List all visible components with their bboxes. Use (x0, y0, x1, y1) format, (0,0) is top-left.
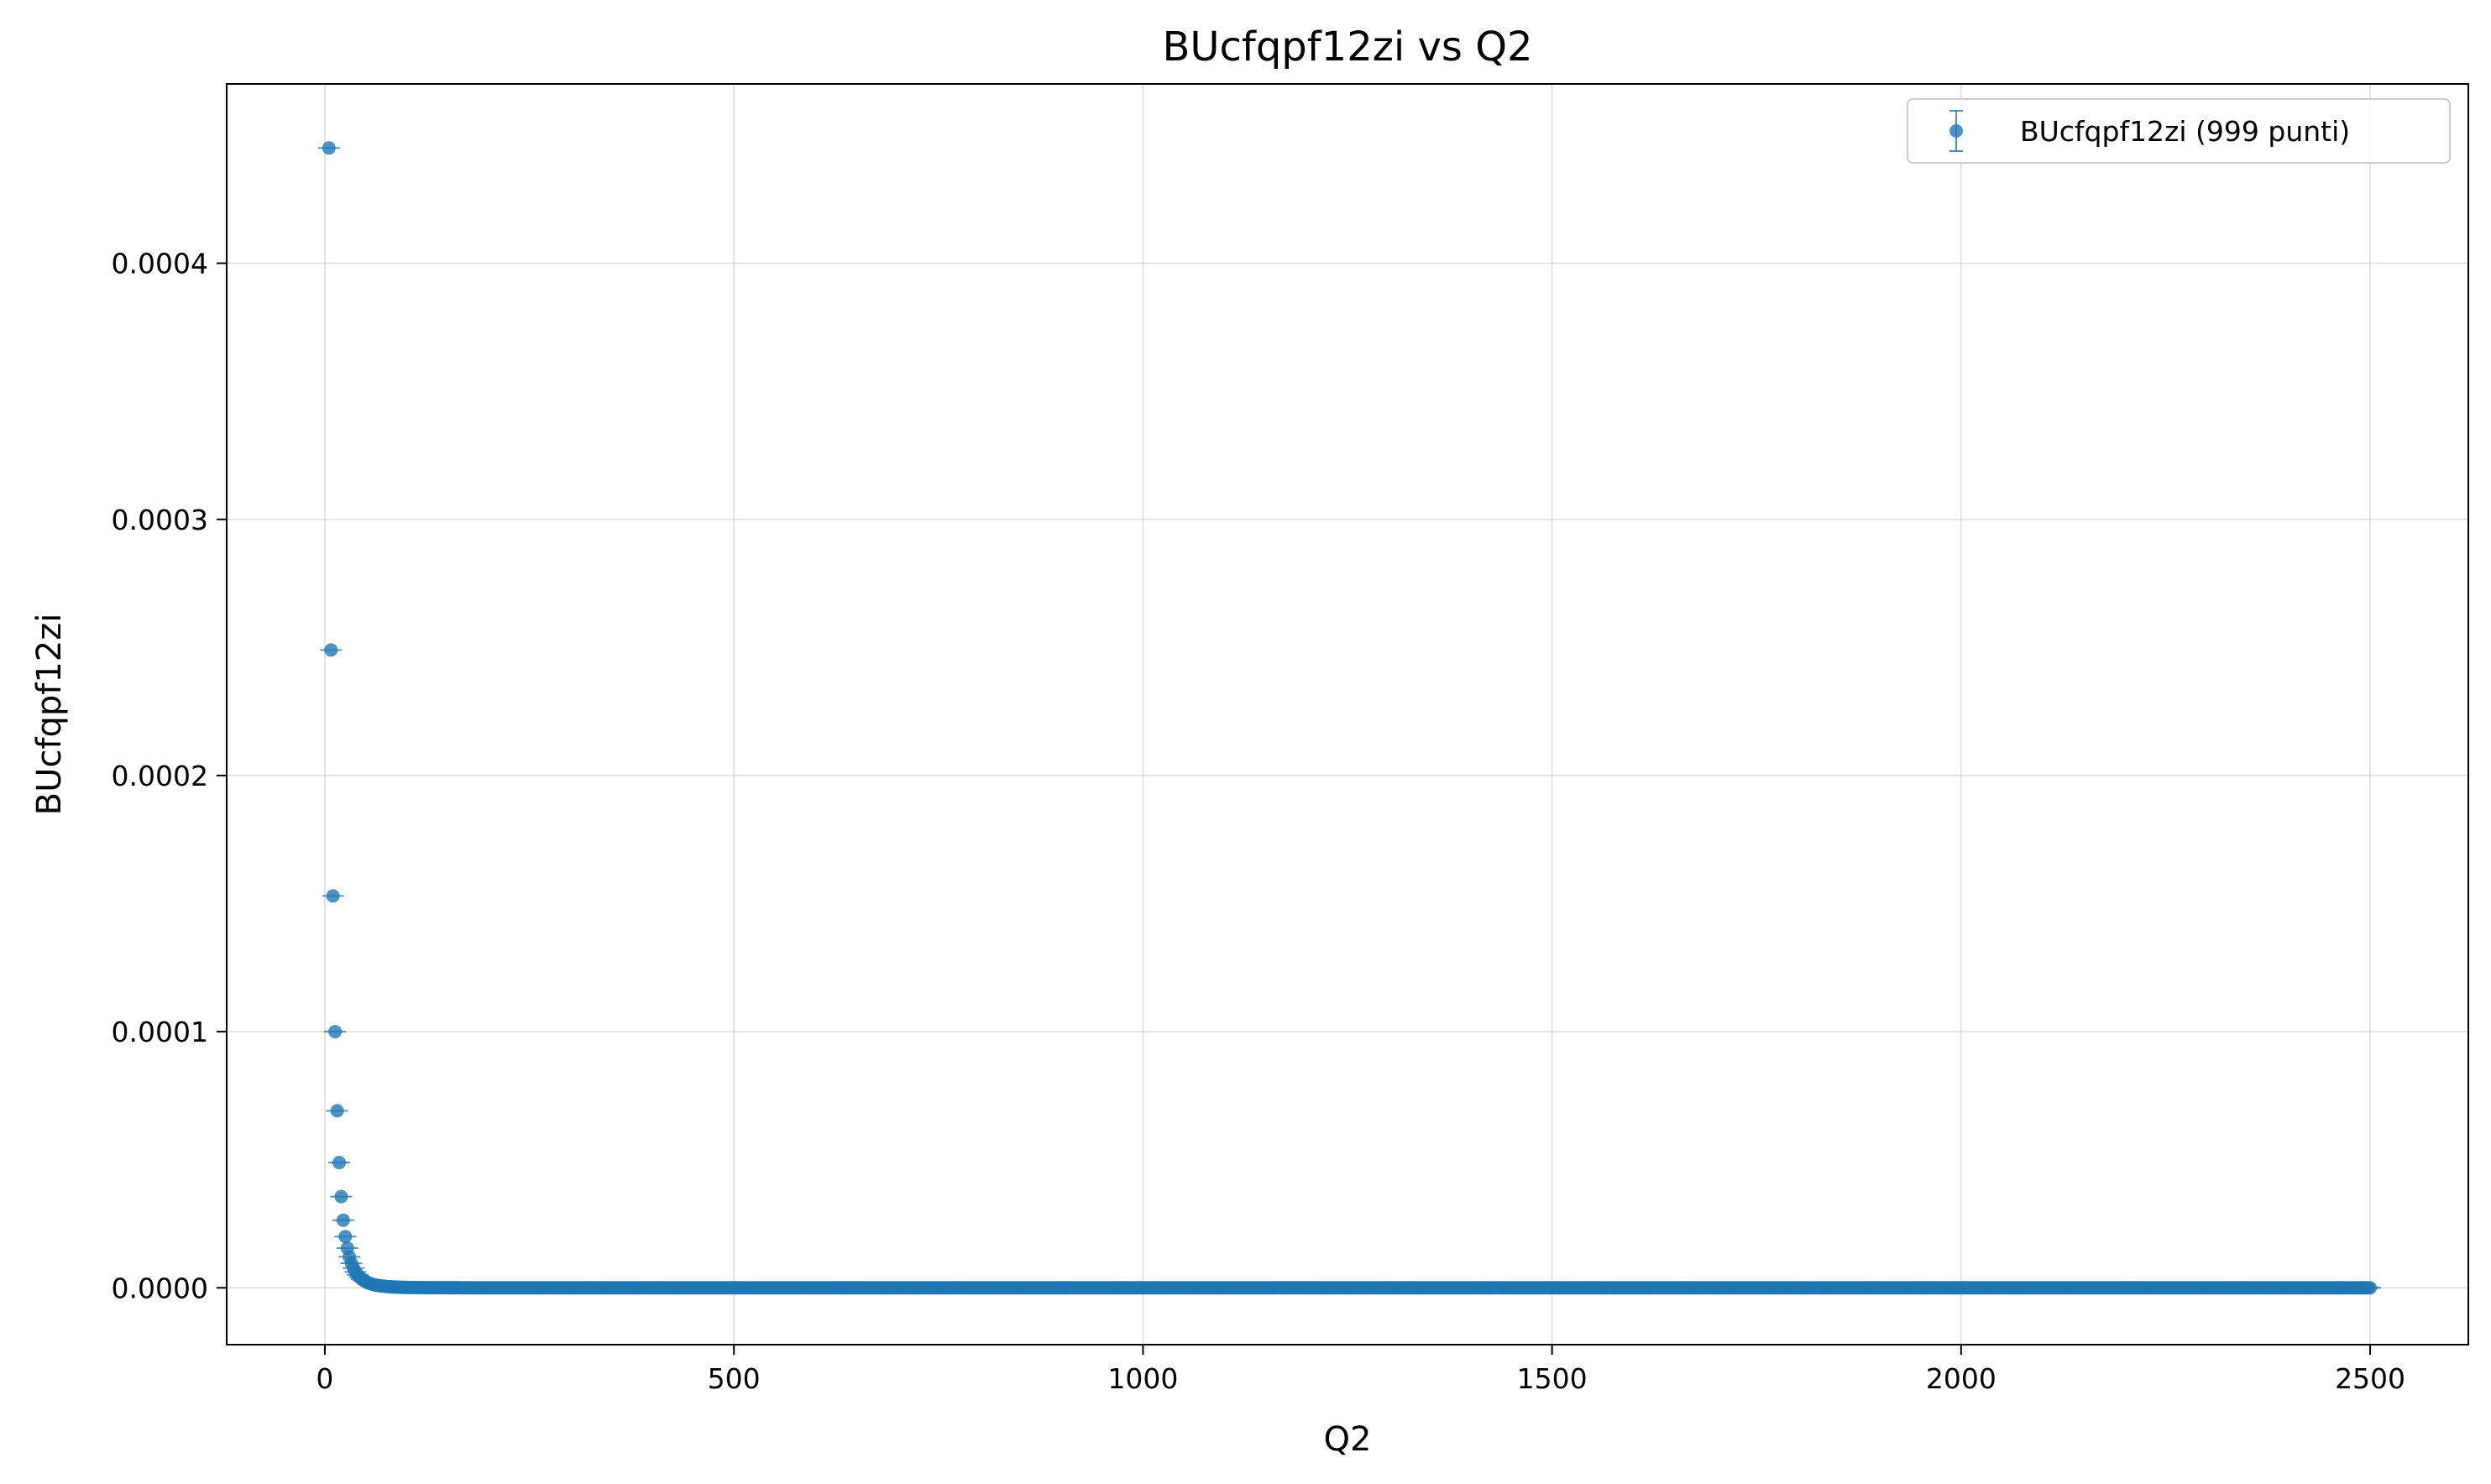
y-axis-label: BUcfqpf12zi (30, 614, 69, 816)
x-tick-label: 1500 (1517, 1362, 1588, 1395)
marker-point (336, 1213, 350, 1227)
data-point (327, 1156, 350, 1170)
data-point (320, 643, 343, 657)
data-points (317, 141, 2382, 1295)
legend-entry-label: BUcfqpf12zi (999 punti) (2020, 115, 2350, 148)
x-axis-label: Q2 (1324, 1420, 1372, 1459)
data-point (330, 1189, 353, 1204)
y-tick-label: 0.0004 (112, 248, 208, 280)
y-tick-label: 0.0002 (112, 760, 208, 792)
marker-point (334, 1189, 348, 1204)
chart-title: BUcfqpf12zi vs Q2 (1162, 24, 1532, 71)
x-tick-label: 500 (708, 1362, 761, 1395)
data-point (322, 889, 344, 903)
ticks: 0 500 1000 1500 2000 2500 0.0000 0.0001 0.0002 0.… (112, 248, 2406, 1395)
marker-point (2363, 1281, 2378, 1295)
data-point (317, 141, 340, 155)
marker-point (330, 1104, 344, 1118)
legend: BUcfqpf12zi (999 punti) (1907, 98, 2451, 164)
legend-box (1907, 98, 2451, 164)
x-tick-label: 2000 (1926, 1362, 1996, 1395)
data-point (332, 1213, 354, 1227)
x-tick-label: 1000 (1107, 1362, 1178, 1395)
marker-point (332, 1156, 346, 1170)
marker-point (328, 1025, 343, 1039)
y-tick-label: 0.0003 (112, 504, 208, 536)
data-point (326, 1104, 348, 1118)
y-tick-label: 0.0000 (112, 1272, 208, 1304)
marker-point (326, 889, 340, 903)
legend-point (1949, 124, 1963, 138)
plot-area-frame (226, 83, 2469, 1346)
legend-marker-icon (1949, 110, 1963, 152)
data-point (324, 1025, 347, 1039)
data-point (2359, 1281, 2382, 1295)
marker-point (338, 1230, 353, 1244)
x-tick-label: 2500 (2335, 1362, 2405, 1395)
marker-point (324, 643, 338, 657)
x-tick-label: 0 (316, 1362, 333, 1395)
data-point (334, 1230, 357, 1244)
marker-point (322, 141, 336, 155)
y-tick-label: 0.0001 (112, 1016, 208, 1048)
